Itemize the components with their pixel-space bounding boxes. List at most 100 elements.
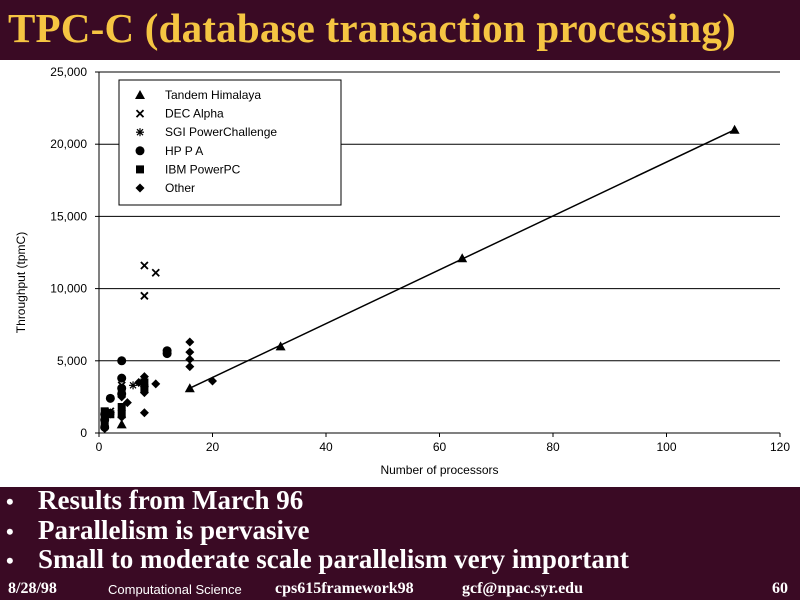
triangle-data-point [116,419,127,429]
bullet-icon: • [6,518,14,544]
legend-label: Other [165,181,195,195]
diamond-marker-shape [151,379,161,389]
diamond-data-point [185,337,195,347]
diamond-marker-shape [139,388,149,398]
bullet-item: • Results from March 96 [6,485,629,516]
triangle-marker-shape [184,383,195,393]
diamond-data-point [208,376,217,386]
series-triangle [116,124,740,429]
series-circle [100,346,172,432]
x-axis-label: Number of processors [380,463,498,477]
x-tick-label: 100 [656,440,676,454]
circle-marker-shape [117,383,127,393]
circle-data-point [117,356,127,366]
legend-label: DEC Alpha [165,107,224,121]
bullet-list: • Results from March 96 • Parallelism is p… [6,485,629,575]
diamond-data-point [139,408,149,418]
footer-date: 8/28/98 [8,580,57,597]
bullet-item: • Small to moderate scale parallelism ver… [6,544,629,575]
square-marker-shape [136,165,144,174]
x-legend-icon [135,109,145,118]
diamond-marker-shape [134,377,144,387]
diamond-marker-shape [139,382,149,392]
diamond-data-point [122,398,132,408]
diamond-data-point [117,412,127,422]
x-tick-label: 20 [206,440,220,454]
asterisk-marker-stroke [136,128,144,136]
diamond-marker-shape [139,372,149,382]
legend-entry: Tandem Himalaya [135,88,261,102]
diamond-data-point [185,362,195,372]
x-tick-label: 80 [546,440,560,454]
diamond-marker-shape [139,408,149,418]
circle-data-point [117,383,127,393]
triangle-marker-shape [116,419,127,429]
bullet-icon: • [6,489,14,514]
square-data-point [100,407,109,416]
triangle-marker-shape [457,253,468,263]
diamond-marker-shape [185,337,195,347]
square-legend-icon [136,165,144,174]
triangle-legend-icon [135,90,145,99]
asterisk-legend-icon [136,128,144,137]
legend-box [118,79,342,206]
bullet-text: Parallelism is pervasive [38,514,310,545]
legend-entry: DEC Alpha [135,107,224,121]
triangle-marker-shape [135,90,145,99]
diamond-data-point [100,415,110,425]
diamond-marker-shape [117,412,127,422]
x-data-point [140,261,149,270]
bullet-text: Small to moderate scale parallelism very… [38,544,629,574]
triangle-marker-shape [275,341,286,351]
diamond-marker-shape [208,376,217,386]
y-tick-label: 10,000 [50,282,87,296]
scatter-plot: 0 5,000 10,000 15,000 20,000 25,000 0 20 40 60 80 1… [14,65,790,477]
triangle-data-point [457,253,468,263]
diamond-data-point [117,392,127,402]
diamond-data-point [139,382,149,392]
diamond-data-point [185,347,195,357]
footer-course: Computational Science [108,582,242,597]
bullet-icon: • [6,548,14,573]
diamond-data-point [105,408,115,418]
circle-legend-icon [135,146,145,156]
circle-marker-shape [162,346,172,356]
triangle-marker-shape [729,124,740,134]
diamond-marker-shape [117,392,127,402]
y-tick-label: 25,000 [50,65,87,79]
legend-label: SGI PowerChallenge [165,125,277,139]
diamond-data-point [151,379,161,389]
chart-legend: Tandem Himalaya DEC Alpha SGI PowerChallen… [118,79,342,206]
diamond-marker-shape [135,183,145,193]
legend-label: Tandem Himalaya [165,88,261,102]
circle-marker-shape [117,373,127,383]
footer-email: gcf@npac.syr.edu [462,580,583,597]
asterisk-marker-stroke [129,381,137,389]
x-tick-label: 60 [433,440,447,454]
diamond-marker-shape [185,347,195,357]
circle-data-point [162,346,172,356]
diamond-marker-shape [100,415,110,425]
asterisk-data-point [129,381,138,390]
y-tick-label: 5,000 [57,354,87,368]
y-tick-label: 15,000 [50,209,87,223]
x-marker-stroke [135,109,145,118]
bullet-text: Results from March 96 [38,485,304,515]
diamond-marker-shape [105,408,115,418]
series-x [106,261,160,416]
diamond-data-point [139,372,149,382]
x-data-point [140,291,149,300]
diamond-marker-shape [122,398,132,408]
y-tick-label: 0 [80,426,87,440]
triangle-data-point [729,124,740,134]
slide-footer: 8/28/98 Computational Science cps615fram… [0,578,800,600]
diamond-data-point [100,424,110,434]
legend-entry: HP P A [135,144,203,158]
y-axis-label: Throughput (tpmC) [14,232,28,333]
legend-label: HP P A [165,144,203,158]
circle-marker-shape [135,146,145,156]
y-tick-label: 20,000 [50,137,87,151]
series-diamond [100,337,217,434]
x-tick-label: 0 [96,440,103,454]
diamond-data-point [139,388,149,398]
